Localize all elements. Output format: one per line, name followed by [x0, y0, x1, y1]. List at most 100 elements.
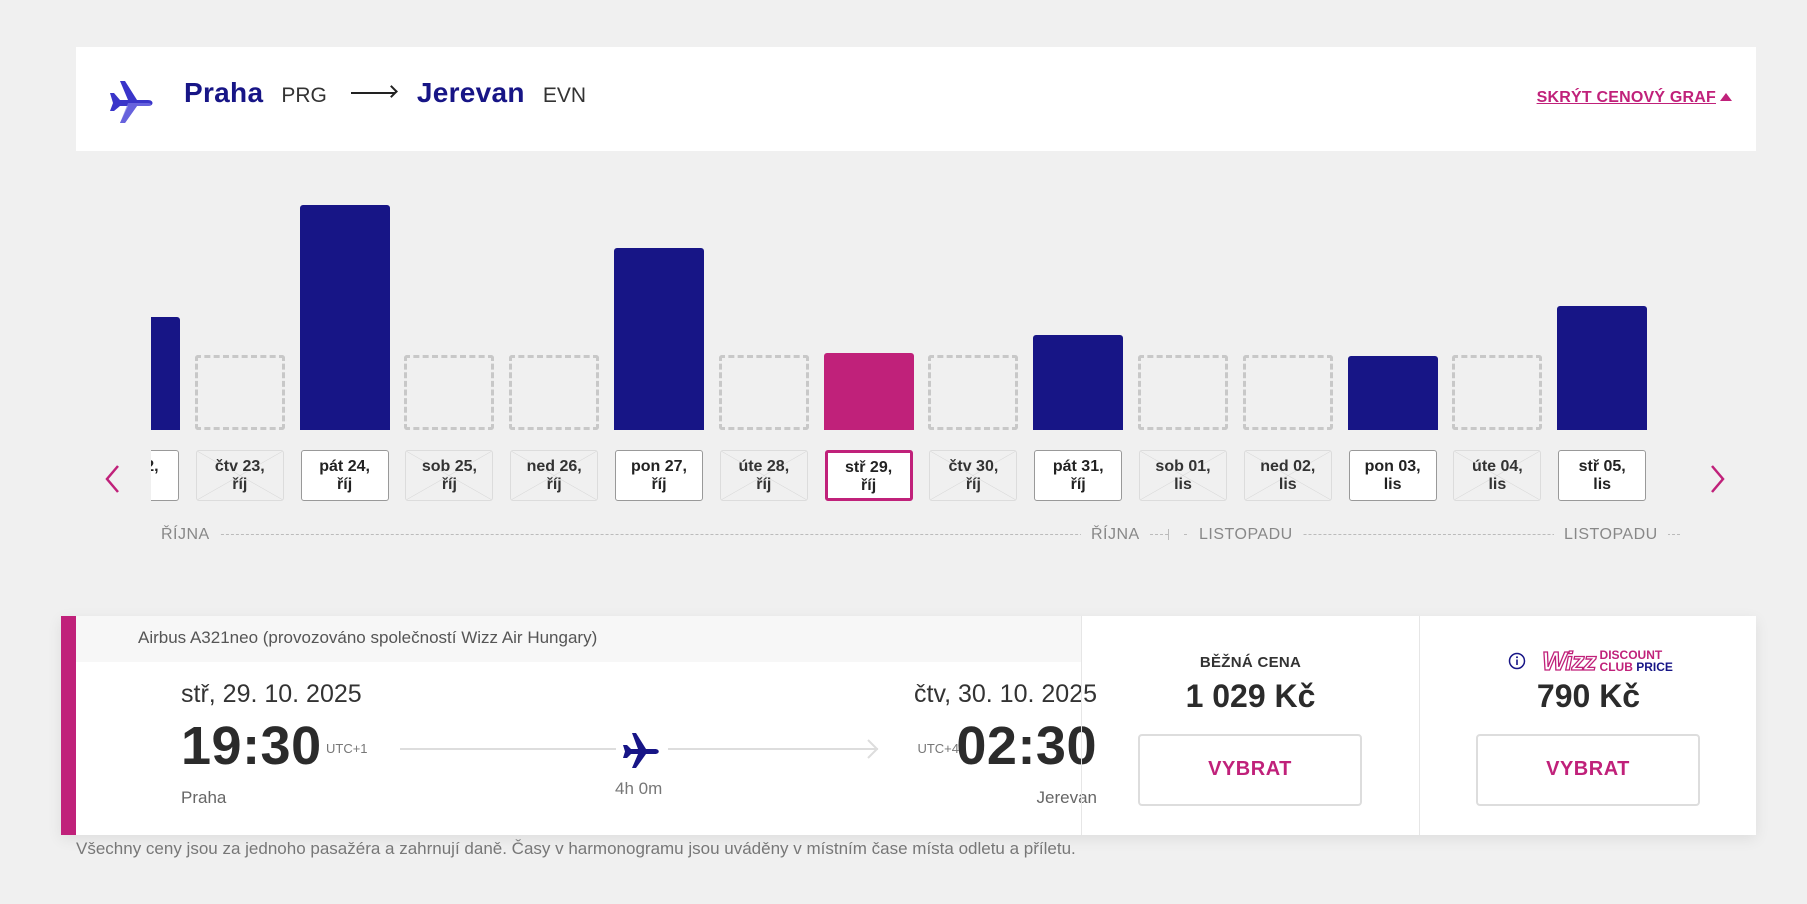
month-label: LISTOPADU	[1189, 526, 1303, 544]
discount-label: DISCOUNT	[1599, 648, 1663, 662]
date-button: úte 28, říj	[719, 450, 808, 501]
date-day-label: pát 24,	[319, 458, 370, 475]
arrow-head-icon	[867, 739, 879, 759]
departure-time: 19:30	[181, 716, 322, 776]
date-day-label: pát 31,	[1052, 458, 1104, 475]
date-day-label: pon 03,	[1364, 458, 1421, 475]
date-month-label: říj	[861, 477, 877, 494]
aircraft-info: Airbus A321neo (provozováno společností …	[138, 628, 598, 647]
route-header: Praha PRG Jerevan EVN SKRÝT CENOVÝ GRAF	[76, 47, 1756, 151]
month-boundary-tick	[1168, 529, 1169, 540]
flight-track	[400, 748, 616, 750]
select-regular-button[interactable]: VYBRAT	[1138, 734, 1362, 806]
price-bar-unavailable	[928, 355, 1019, 430]
plane-icon	[623, 733, 659, 768]
departure-city: Praha	[181, 788, 227, 807]
info-icon[interactable]	[1508, 652, 1526, 670]
price-bar[interactable]	[1347, 356, 1438, 430]
date-month-label: říj	[337, 476, 353, 493]
hide-price-graph-link[interactable]: SKRÝT CENOVÝ GRAF	[1537, 89, 1732, 107]
hide-price-graph-label: SKRÝT CENOVÝ GRAF	[1536, 89, 1716, 106]
month-label: LISTOPADU	[1554, 526, 1668, 544]
date-day-label: ned 02,	[1260, 458, 1316, 475]
date-button[interactable]: stř 05, lis	[1558, 450, 1647, 501]
regular-price-column: BĚŽNÁ CENA 1 029 Kč VYBRAT	[1081, 616, 1419, 835]
flight-times: stř, 29. 10. 2025 čtv, 30. 10. 2025 19:3…	[122, 616, 1097, 835]
month-divider-line	[151, 534, 1168, 536]
next-dates-button[interactable]	[1704, 458, 1730, 500]
date-button: čtv 23, říj	[195, 450, 284, 501]
plane-icon	[110, 81, 153, 123]
regular-price-label: BĚŽNÁ CENA	[1199, 654, 1302, 671]
date-button: sob 25, říj	[405, 450, 494, 501]
price-bar-unavailable	[718, 355, 809, 430]
price-bar[interactable]	[299, 205, 390, 430]
date-month-label: říj	[651, 476, 667, 493]
date-button[interactable]: stř 22,říj	[151, 450, 179, 501]
price-bar-unavailable	[194, 355, 285, 430]
price-label: PRICE	[1636, 660, 1673, 674]
selected-accent-bar	[61, 616, 76, 835]
wizz-logo: Wizz	[1541, 645, 1597, 676]
departure-utc: UTC+1	[326, 741, 368, 756]
date-button: čtv 30, říj	[929, 450, 1018, 501]
price-bar-selected[interactable]	[823, 353, 914, 430]
date-month-label: říj	[756, 476, 772, 493]
price-bar-unavailable	[1242, 355, 1333, 430]
origin-code: PRG	[281, 84, 327, 107]
price-bar-unavailable	[1138, 355, 1228, 430]
flight-track	[668, 748, 878, 750]
date-month-label: říj	[232, 476, 248, 493]
price-bar-unavailable	[404, 355, 495, 430]
date-month-label: lis	[1593, 476, 1612, 493]
date-month-label: lis	[1383, 476, 1402, 493]
price-bar-unavailable	[1452, 355, 1543, 430]
date-day-label: úte 28,	[738, 458, 790, 475]
price-bar[interactable]	[614, 248, 704, 430]
price-bar[interactable]	[1033, 335, 1124, 430]
date-button[interactable]: pon 03, lis	[1348, 450, 1437, 501]
club-label: CLUB	[1599, 660, 1633, 674]
date-month-label: říj	[1070, 476, 1086, 493]
arrival-utc: UTC+4	[917, 741, 959, 756]
date-month-label: lis	[1488, 476, 1507, 493]
date-month-label: říj	[546, 476, 562, 493]
date-button: sob 01, lis	[1139, 450, 1227, 501]
flight-card: Airbus A321neo (provozováno společností …	[61, 616, 1756, 835]
date-day-label: sob 01,	[1155, 458, 1211, 475]
date-month-label: lis	[1174, 476, 1192, 493]
date-button[interactable]: stř 29, říj	[824, 450, 913, 501]
date-day-label: úte 04,	[1472, 458, 1523, 475]
month-label: ŘÍJNA	[151, 526, 220, 544]
chevron-right-icon	[1711, 465, 1725, 493]
date-month-label: lis	[1278, 476, 1297, 493]
date-day-label: stř 05,	[1578, 458, 1626, 475]
club-price-column: Wizz DISCOUNT CLUB PRICE 790 Kč VYBRAT	[1419, 616, 1757, 835]
date-day-label: čtv 30,	[948, 458, 999, 475]
price-bar[interactable]	[1557, 306, 1648, 430]
destination-code: EVN	[542, 84, 586, 107]
date-day-label: ned 26,	[526, 458, 582, 475]
price-bar-unavailable	[509, 355, 600, 430]
date-day-label: pon 27,	[630, 458, 687, 475]
previous-dates-button[interactable]	[100, 458, 126, 500]
regular-price: 1 029 Kč	[1185, 678, 1316, 714]
date-button[interactable]: pát 31, říj	[1034, 450, 1123, 501]
discount-club-text: DISCOUNT CLUB PRICE	[1600, 649, 1673, 673]
arrival-time: 02:30	[956, 716, 1097, 776]
departure-date: stř, 29. 10. 2025	[181, 680, 362, 708]
chevron-left-icon	[105, 465, 119, 493]
date-button: úte 04, lis	[1453, 450, 1542, 501]
month-label: ŘÍJNA	[1081, 526, 1150, 544]
price-bar[interactable]	[151, 317, 180, 430]
origin-city: Praha	[184, 77, 264, 108]
date-button: ned 26, říj	[510, 450, 599, 501]
arrival-date: čtv, 30. 10. 2025	[914, 680, 1097, 708]
date-button[interactable]: pát 24, říj	[300, 450, 389, 501]
date-button[interactable]: pon 27, říj	[615, 450, 703, 501]
month-divider-line	[1184, 534, 1680, 536]
arrow-right-icon	[350, 92, 395, 94]
select-club-button[interactable]: VYBRAT	[1476, 734, 1700, 806]
date-month-label: říj	[965, 476, 981, 493]
